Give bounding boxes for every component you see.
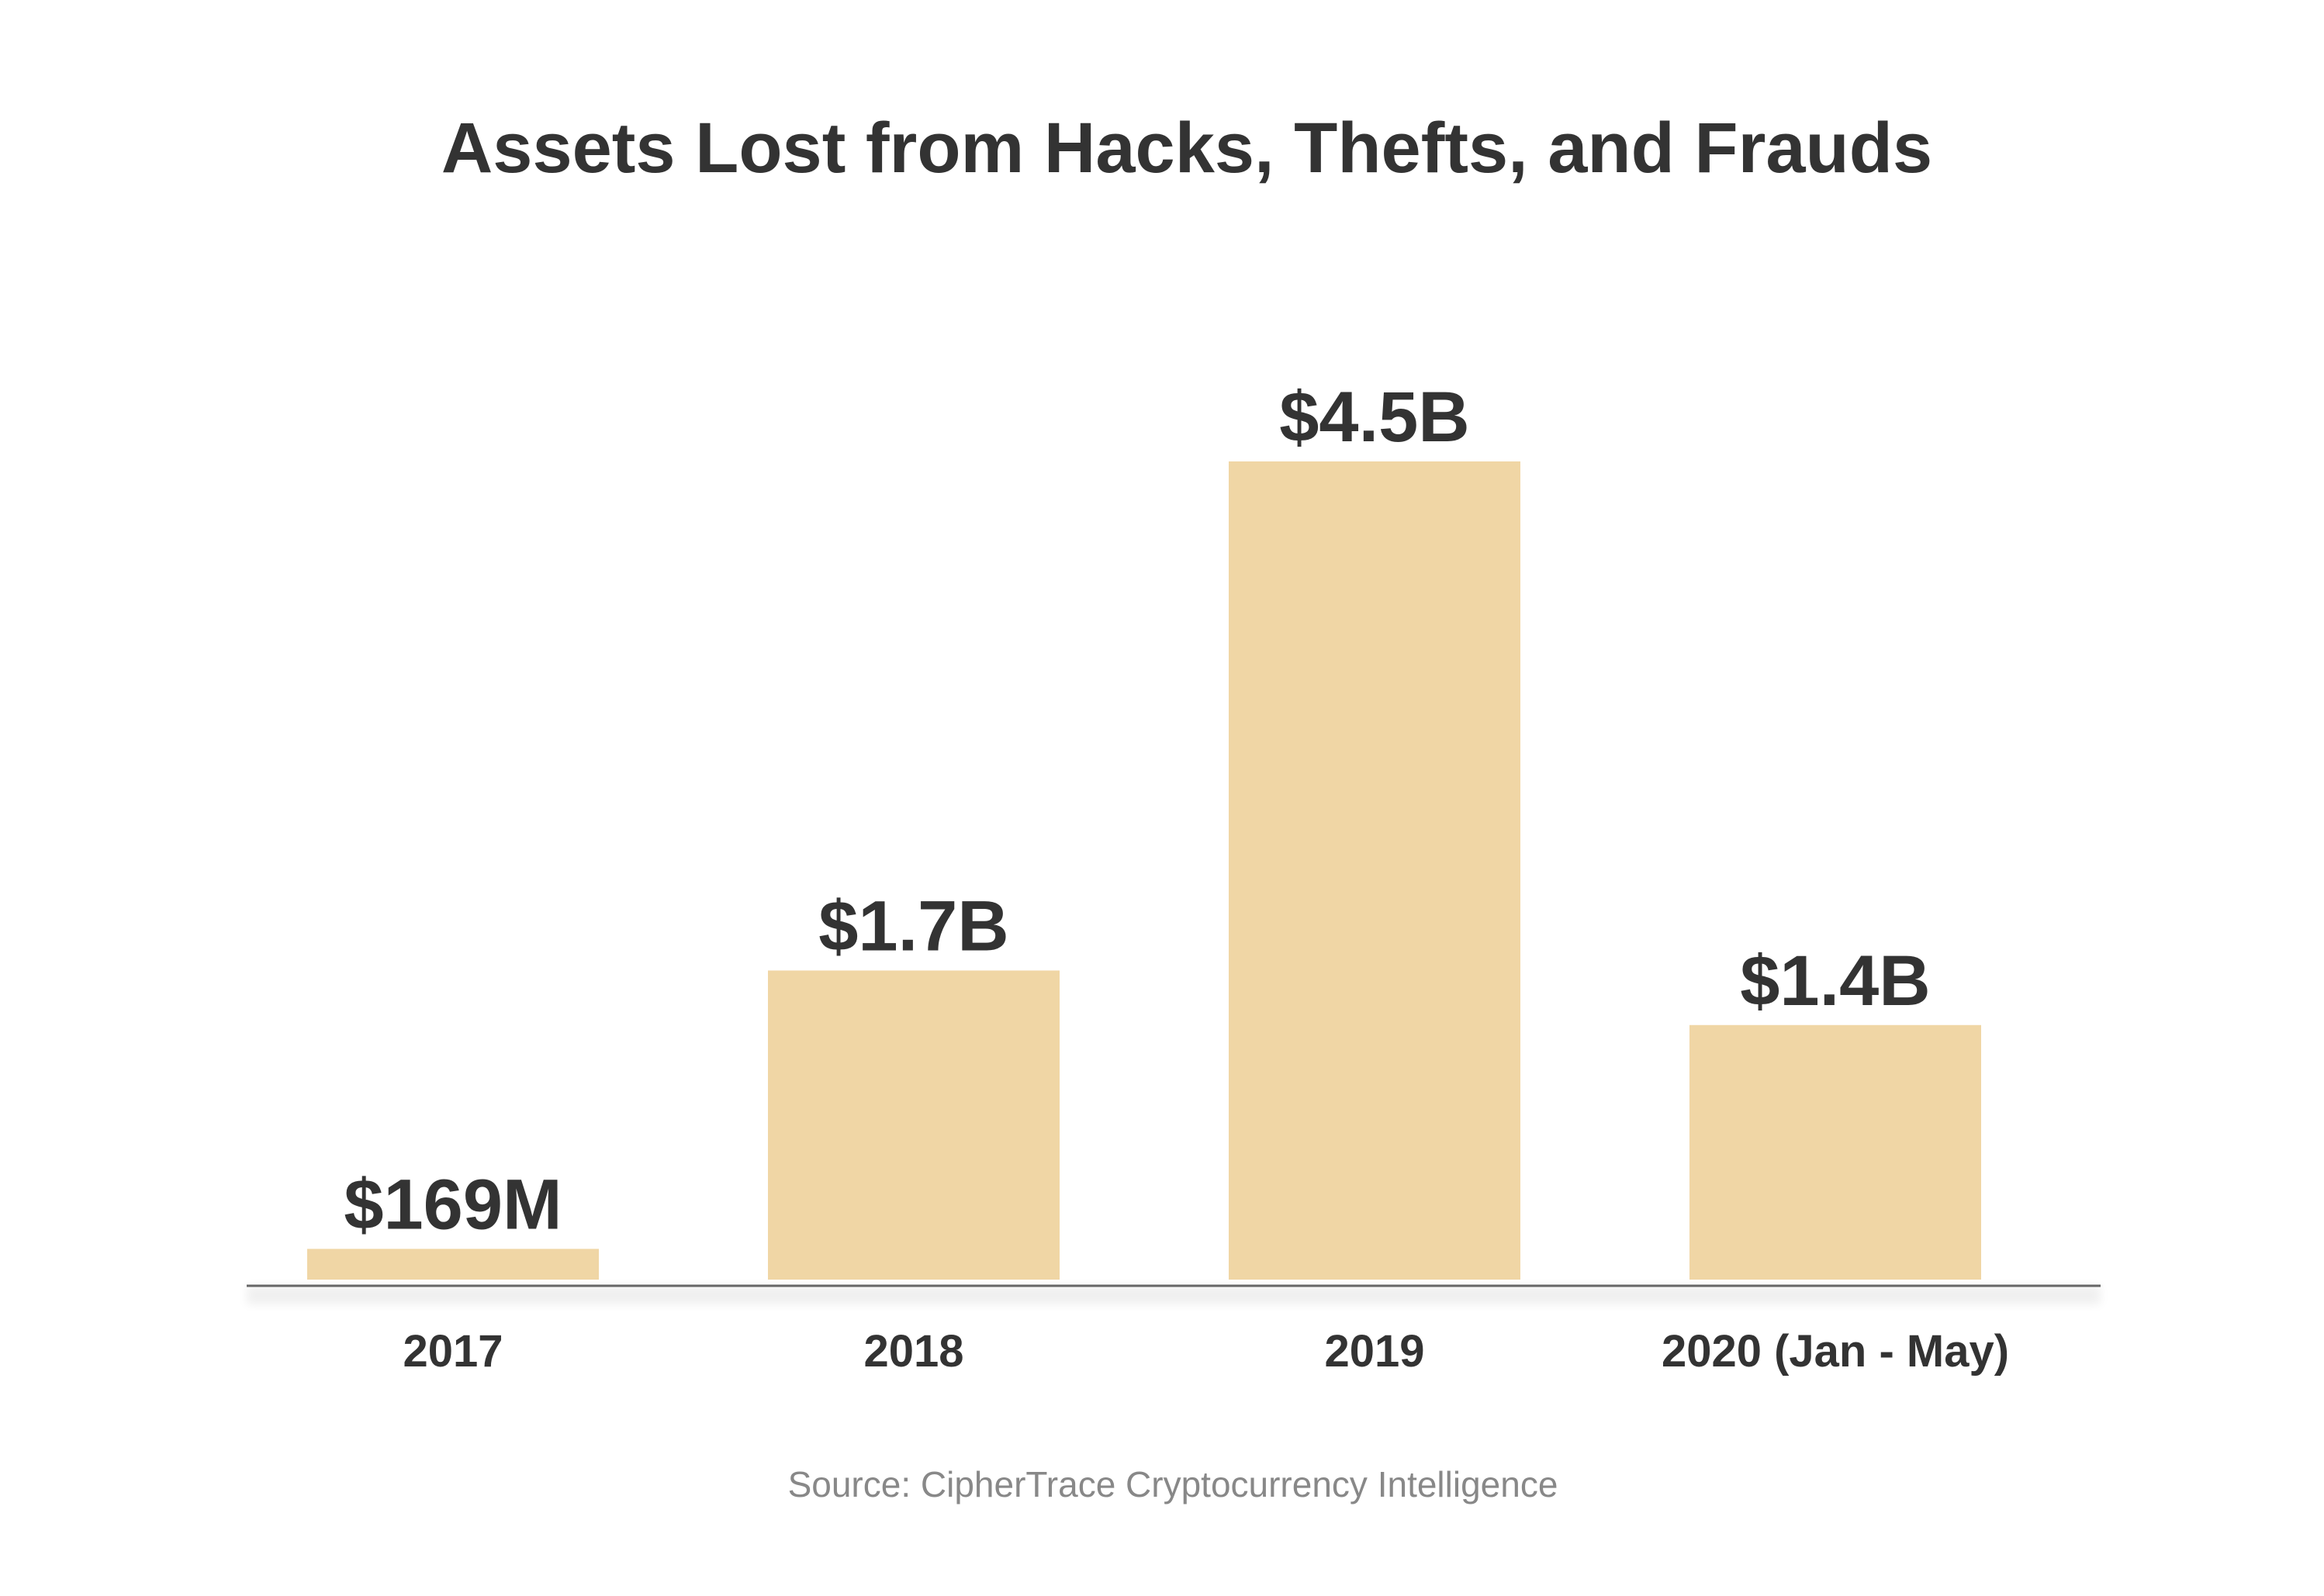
bar-2019 [1229,461,1520,1280]
value-label-2017: $169M [344,1165,562,1244]
bars-group [307,461,1981,1280]
bar-2020 [1689,1024,1981,1280]
chart-title: Assets Lost from Hacks, Thefts, and Frau… [441,109,1932,188]
bar-2017 [307,1249,599,1280]
bar-2018 [768,970,1060,1280]
value-label-2019: $4.5B [1279,378,1470,457]
x-axis-shadow [247,1286,2101,1304]
x-tick-labels-group: 2017 2018 2019 2020 (Jan - May) [403,1326,2009,1377]
x-tick-label-2017: 2017 [403,1326,503,1377]
source-note: Source: CipherTrace Cryptocurrency Intel… [788,1464,1558,1504]
value-label-2020: $1.4B [1740,941,1931,1021]
value-label-2018: $1.7B [818,886,1009,966]
x-tick-label-2020: 2020 (Jan - May) [1662,1326,2009,1377]
value-labels-group: $169M $1.7B $4.5B $1.4B [344,378,1930,1244]
x-tick-label-2018: 2018 [863,1326,963,1377]
x-tick-label-2019: 2019 [1324,1326,1424,1377]
